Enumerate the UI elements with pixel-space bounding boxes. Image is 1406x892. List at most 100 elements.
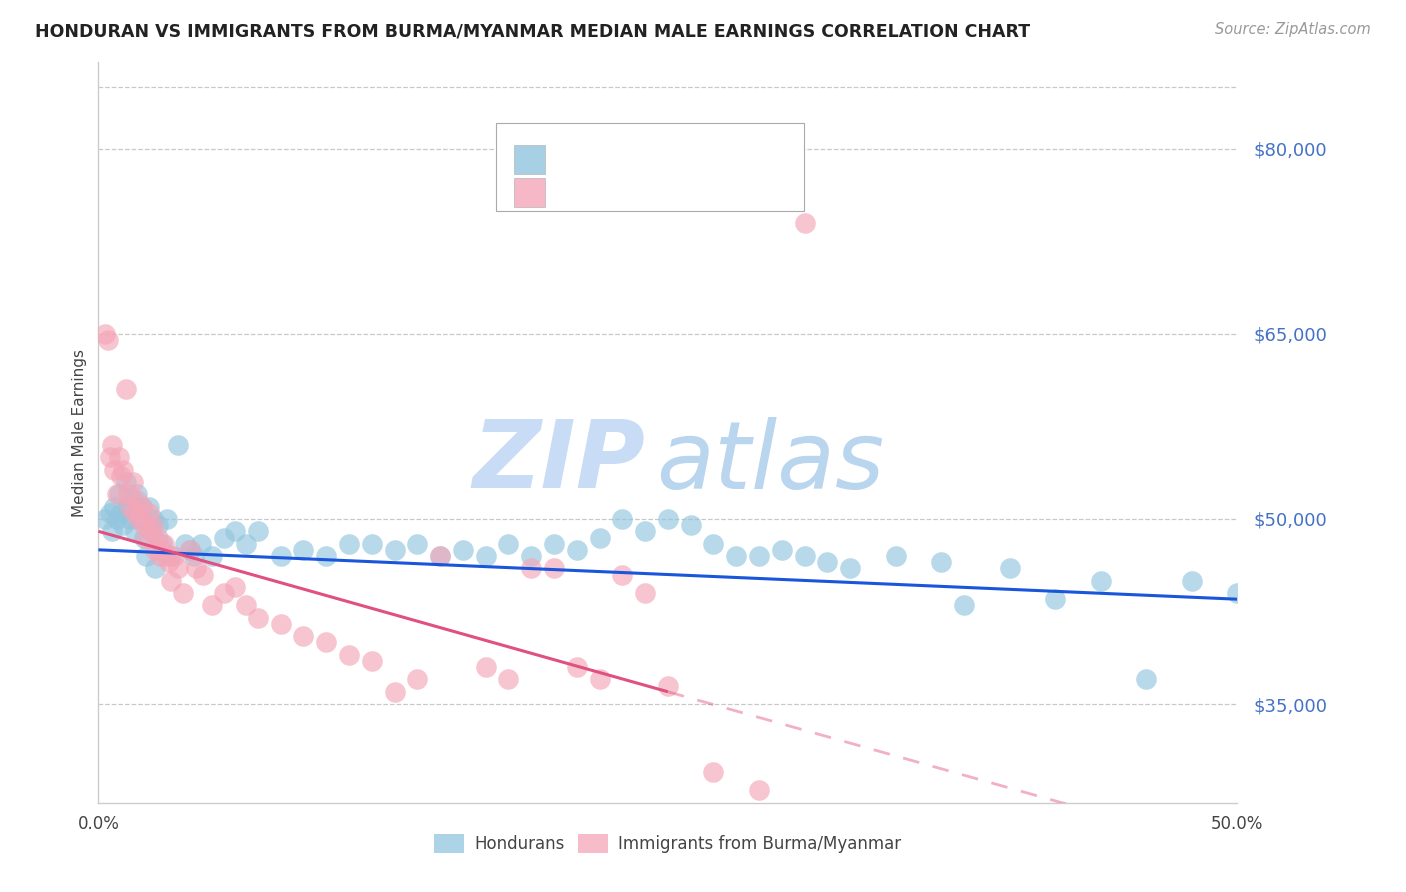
Point xyxy=(128,512,150,526)
Point xyxy=(815,555,838,569)
Point xyxy=(337,536,360,550)
Point xyxy=(770,542,793,557)
Point xyxy=(612,567,634,582)
Point xyxy=(235,599,257,613)
Point xyxy=(131,500,153,514)
Text: N =: N = xyxy=(652,184,700,202)
Point xyxy=(565,542,588,557)
Point xyxy=(315,549,337,563)
Point xyxy=(172,586,194,600)
Point xyxy=(101,438,124,452)
Legend: Hondurans, Immigrants from Burma/Myanmar: Hondurans, Immigrants from Burma/Myanmar xyxy=(426,825,910,861)
Point xyxy=(114,475,136,489)
Point xyxy=(360,654,382,668)
Text: R =: R = xyxy=(551,184,588,202)
Point xyxy=(101,524,124,539)
Point xyxy=(543,561,565,575)
Point xyxy=(174,536,197,550)
Point xyxy=(135,531,157,545)
Point xyxy=(793,216,815,230)
Text: Source: ZipAtlas.com: Source: ZipAtlas.com xyxy=(1215,22,1371,37)
Point xyxy=(612,512,634,526)
Point xyxy=(679,518,702,533)
Point xyxy=(146,531,169,545)
Point xyxy=(112,462,135,476)
Point xyxy=(94,512,117,526)
Point xyxy=(146,518,169,533)
Point xyxy=(110,468,132,483)
Point xyxy=(190,536,212,550)
Point xyxy=(292,542,315,557)
Point xyxy=(96,333,118,347)
Point xyxy=(135,549,157,563)
Point xyxy=(212,531,235,545)
Point xyxy=(520,561,543,575)
Point xyxy=(150,536,173,550)
Point xyxy=(121,493,143,508)
Point xyxy=(138,500,160,514)
Point xyxy=(127,487,149,501)
Point xyxy=(124,506,146,520)
Point xyxy=(156,512,179,526)
Point xyxy=(98,506,121,520)
Point xyxy=(120,500,142,514)
Text: HONDURAN VS IMMIGRANTS FROM BURMA/MYANMAR MEDIAN MALE EARNINGS CORRELATION CHART: HONDURAN VS IMMIGRANTS FROM BURMA/MYANMA… xyxy=(35,22,1031,40)
Point xyxy=(124,524,146,539)
Text: N =: N = xyxy=(652,150,700,169)
Text: 61: 61 xyxy=(697,184,720,202)
Text: 71: 71 xyxy=(697,150,720,169)
Point xyxy=(156,549,179,563)
Point xyxy=(153,536,176,550)
Point xyxy=(588,673,610,687)
Point xyxy=(543,536,565,550)
Point xyxy=(110,506,132,520)
Point xyxy=(105,487,128,501)
Point xyxy=(451,542,474,557)
Point xyxy=(406,673,429,687)
Point xyxy=(360,536,382,550)
Point xyxy=(142,518,165,533)
Point xyxy=(748,783,770,797)
Point xyxy=(702,536,724,550)
Point xyxy=(498,536,520,550)
Text: ZIP: ZIP xyxy=(472,417,645,508)
Point xyxy=(565,660,588,674)
Point xyxy=(953,599,976,613)
Text: -0.335: -0.335 xyxy=(591,184,644,202)
Point xyxy=(224,524,246,539)
Point xyxy=(186,561,208,575)
Point xyxy=(634,524,657,539)
Point xyxy=(1135,673,1157,687)
Point xyxy=(246,524,269,539)
Point xyxy=(520,549,543,563)
Point xyxy=(167,561,190,575)
Point xyxy=(142,512,165,526)
Point xyxy=(162,549,184,563)
Point xyxy=(998,561,1021,575)
Text: R =: R = xyxy=(551,150,588,169)
Point xyxy=(1043,592,1066,607)
Point xyxy=(1090,574,1112,588)
Point xyxy=(384,685,406,699)
Point xyxy=(429,549,451,563)
Point xyxy=(193,567,215,582)
Point xyxy=(235,536,257,550)
Point xyxy=(474,549,496,563)
Point xyxy=(103,500,125,514)
Point xyxy=(98,450,121,465)
Point xyxy=(201,599,224,613)
Point xyxy=(139,524,162,539)
Point xyxy=(145,542,167,557)
Point xyxy=(337,648,360,662)
Point xyxy=(839,561,862,575)
Point xyxy=(793,549,815,563)
Point xyxy=(1226,586,1249,600)
Point xyxy=(139,524,162,539)
Point xyxy=(103,462,125,476)
Point xyxy=(138,506,160,520)
Point xyxy=(183,549,205,563)
Text: -0.084: -0.084 xyxy=(591,150,644,169)
Point xyxy=(160,574,183,588)
Point xyxy=(588,531,610,545)
Point xyxy=(117,500,139,514)
